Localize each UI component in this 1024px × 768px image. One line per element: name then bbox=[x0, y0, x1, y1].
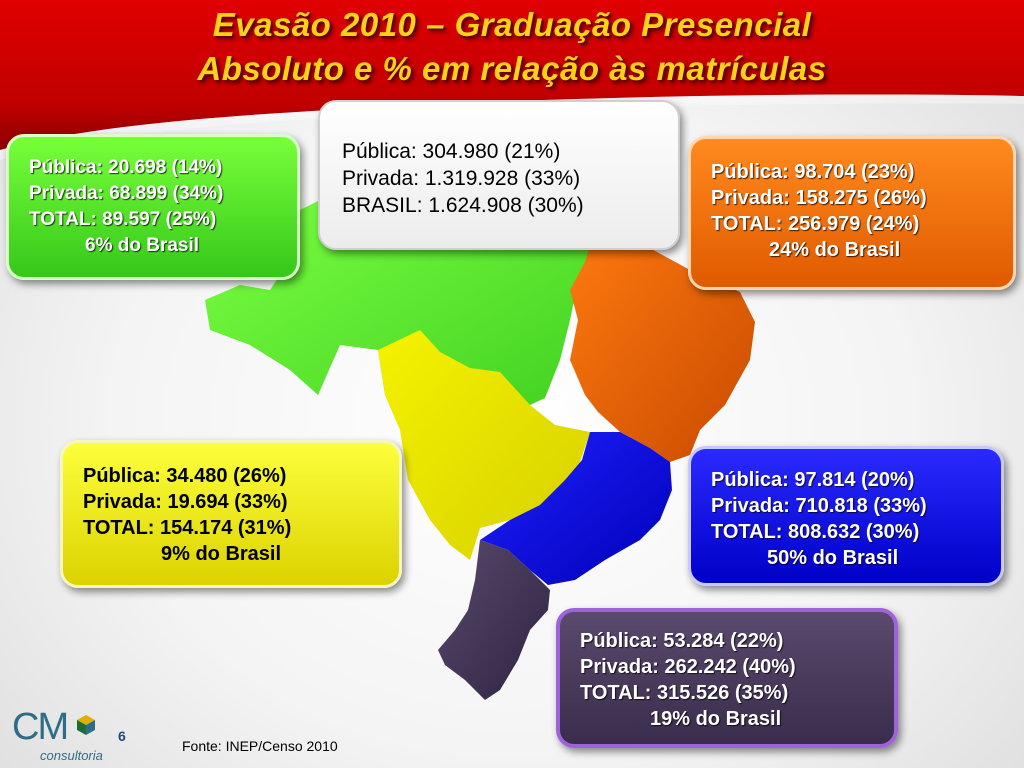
centro-oeste-privada: Privada: 19.694 (33%) bbox=[83, 491, 288, 513]
region-sudeste bbox=[480, 432, 672, 585]
sudeste-publica: Pública: 97.814 (20%) bbox=[711, 469, 915, 491]
centro-oeste-publica: Pública: 34.480 (26%) bbox=[83, 465, 287, 487]
region-centro-oeste bbox=[378, 330, 590, 560]
brasil-info-box: Pública: 304.980 (21%) Privada: 1.319.92… bbox=[318, 100, 680, 250]
norte-share: 6% do Brasil bbox=[85, 235, 200, 256]
page-subtitle: Absoluto e % em relação às matrículas bbox=[197, 50, 827, 87]
norte-total: TOTAL: 89.597 (25%) bbox=[29, 209, 217, 230]
sul-publica: Pública: 53.284 (22%) bbox=[580, 630, 784, 652]
norte-privada: Privada: 68.899 (34%) bbox=[29, 183, 224, 204]
centro-oeste-info-box: Pública: 34.480 (26%) Privada: 19.694 (3… bbox=[60, 440, 402, 588]
norte-publica: Pública: 20.698 (14%) bbox=[29, 157, 223, 178]
cm-logo-icon bbox=[77, 715, 95, 735]
brasil-total: BRASIL: 1.624.908 (30%) bbox=[342, 194, 584, 217]
sul-privada: Privada: 262.242 (40%) bbox=[580, 656, 796, 678]
sudeste-total: TOTAL: 808.632 (30%) bbox=[711, 521, 920, 543]
sul-total: TOTAL: 315.526 (35%) bbox=[580, 682, 789, 704]
region-sul bbox=[438, 540, 550, 700]
region-norte bbox=[205, 195, 598, 428]
nordeste-privada: Privada: 158.275 (26%) bbox=[711, 187, 927, 209]
nordeste-total: TOTAL: 256.979 (24%) bbox=[711, 213, 920, 235]
sudeste-privada: Privada: 710.818 (33%) bbox=[711, 495, 927, 517]
sul-info-box: Pública: 53.284 (22%) Privada: 262.242 (… bbox=[556, 608, 898, 748]
nordeste-publica: Pública: 98.704 (23%) bbox=[711, 161, 915, 183]
centro-oeste-total: TOTAL: 154.174 (31%) bbox=[83, 517, 292, 539]
logo-subtitle: consultoria bbox=[40, 748, 103, 763]
source-note: Fonte: INEP/Censo 2010 bbox=[182, 738, 338, 754]
sul-share: 19% do Brasil bbox=[650, 708, 782, 730]
centro-oeste-share: 9% do Brasil bbox=[161, 543, 282, 565]
norte-info-box: Pública: 20.698 (14%) Privada: 68.899 (3… bbox=[6, 134, 300, 280]
page-title: Evasão 2010 – Graduação Presencial bbox=[212, 6, 812, 43]
sudeste-info-box: Pública: 97.814 (20%) Privada: 710.818 (… bbox=[688, 446, 1004, 586]
nordeste-share: 24% do Brasil bbox=[769, 239, 901, 261]
nordeste-info-box: Pública: 98.704 (23%) Privada: 158.275 (… bbox=[688, 136, 1016, 290]
sudeste-share: 50% do Brasil bbox=[767, 547, 899, 569]
brasil-publica: Pública: 304.980 (21%) bbox=[342, 140, 561, 163]
brasil-privada: Privada: 1.319.928 (33%) bbox=[342, 167, 581, 190]
page-number: 6 bbox=[118, 728, 126, 744]
logo-text: CM bbox=[12, 706, 69, 748]
